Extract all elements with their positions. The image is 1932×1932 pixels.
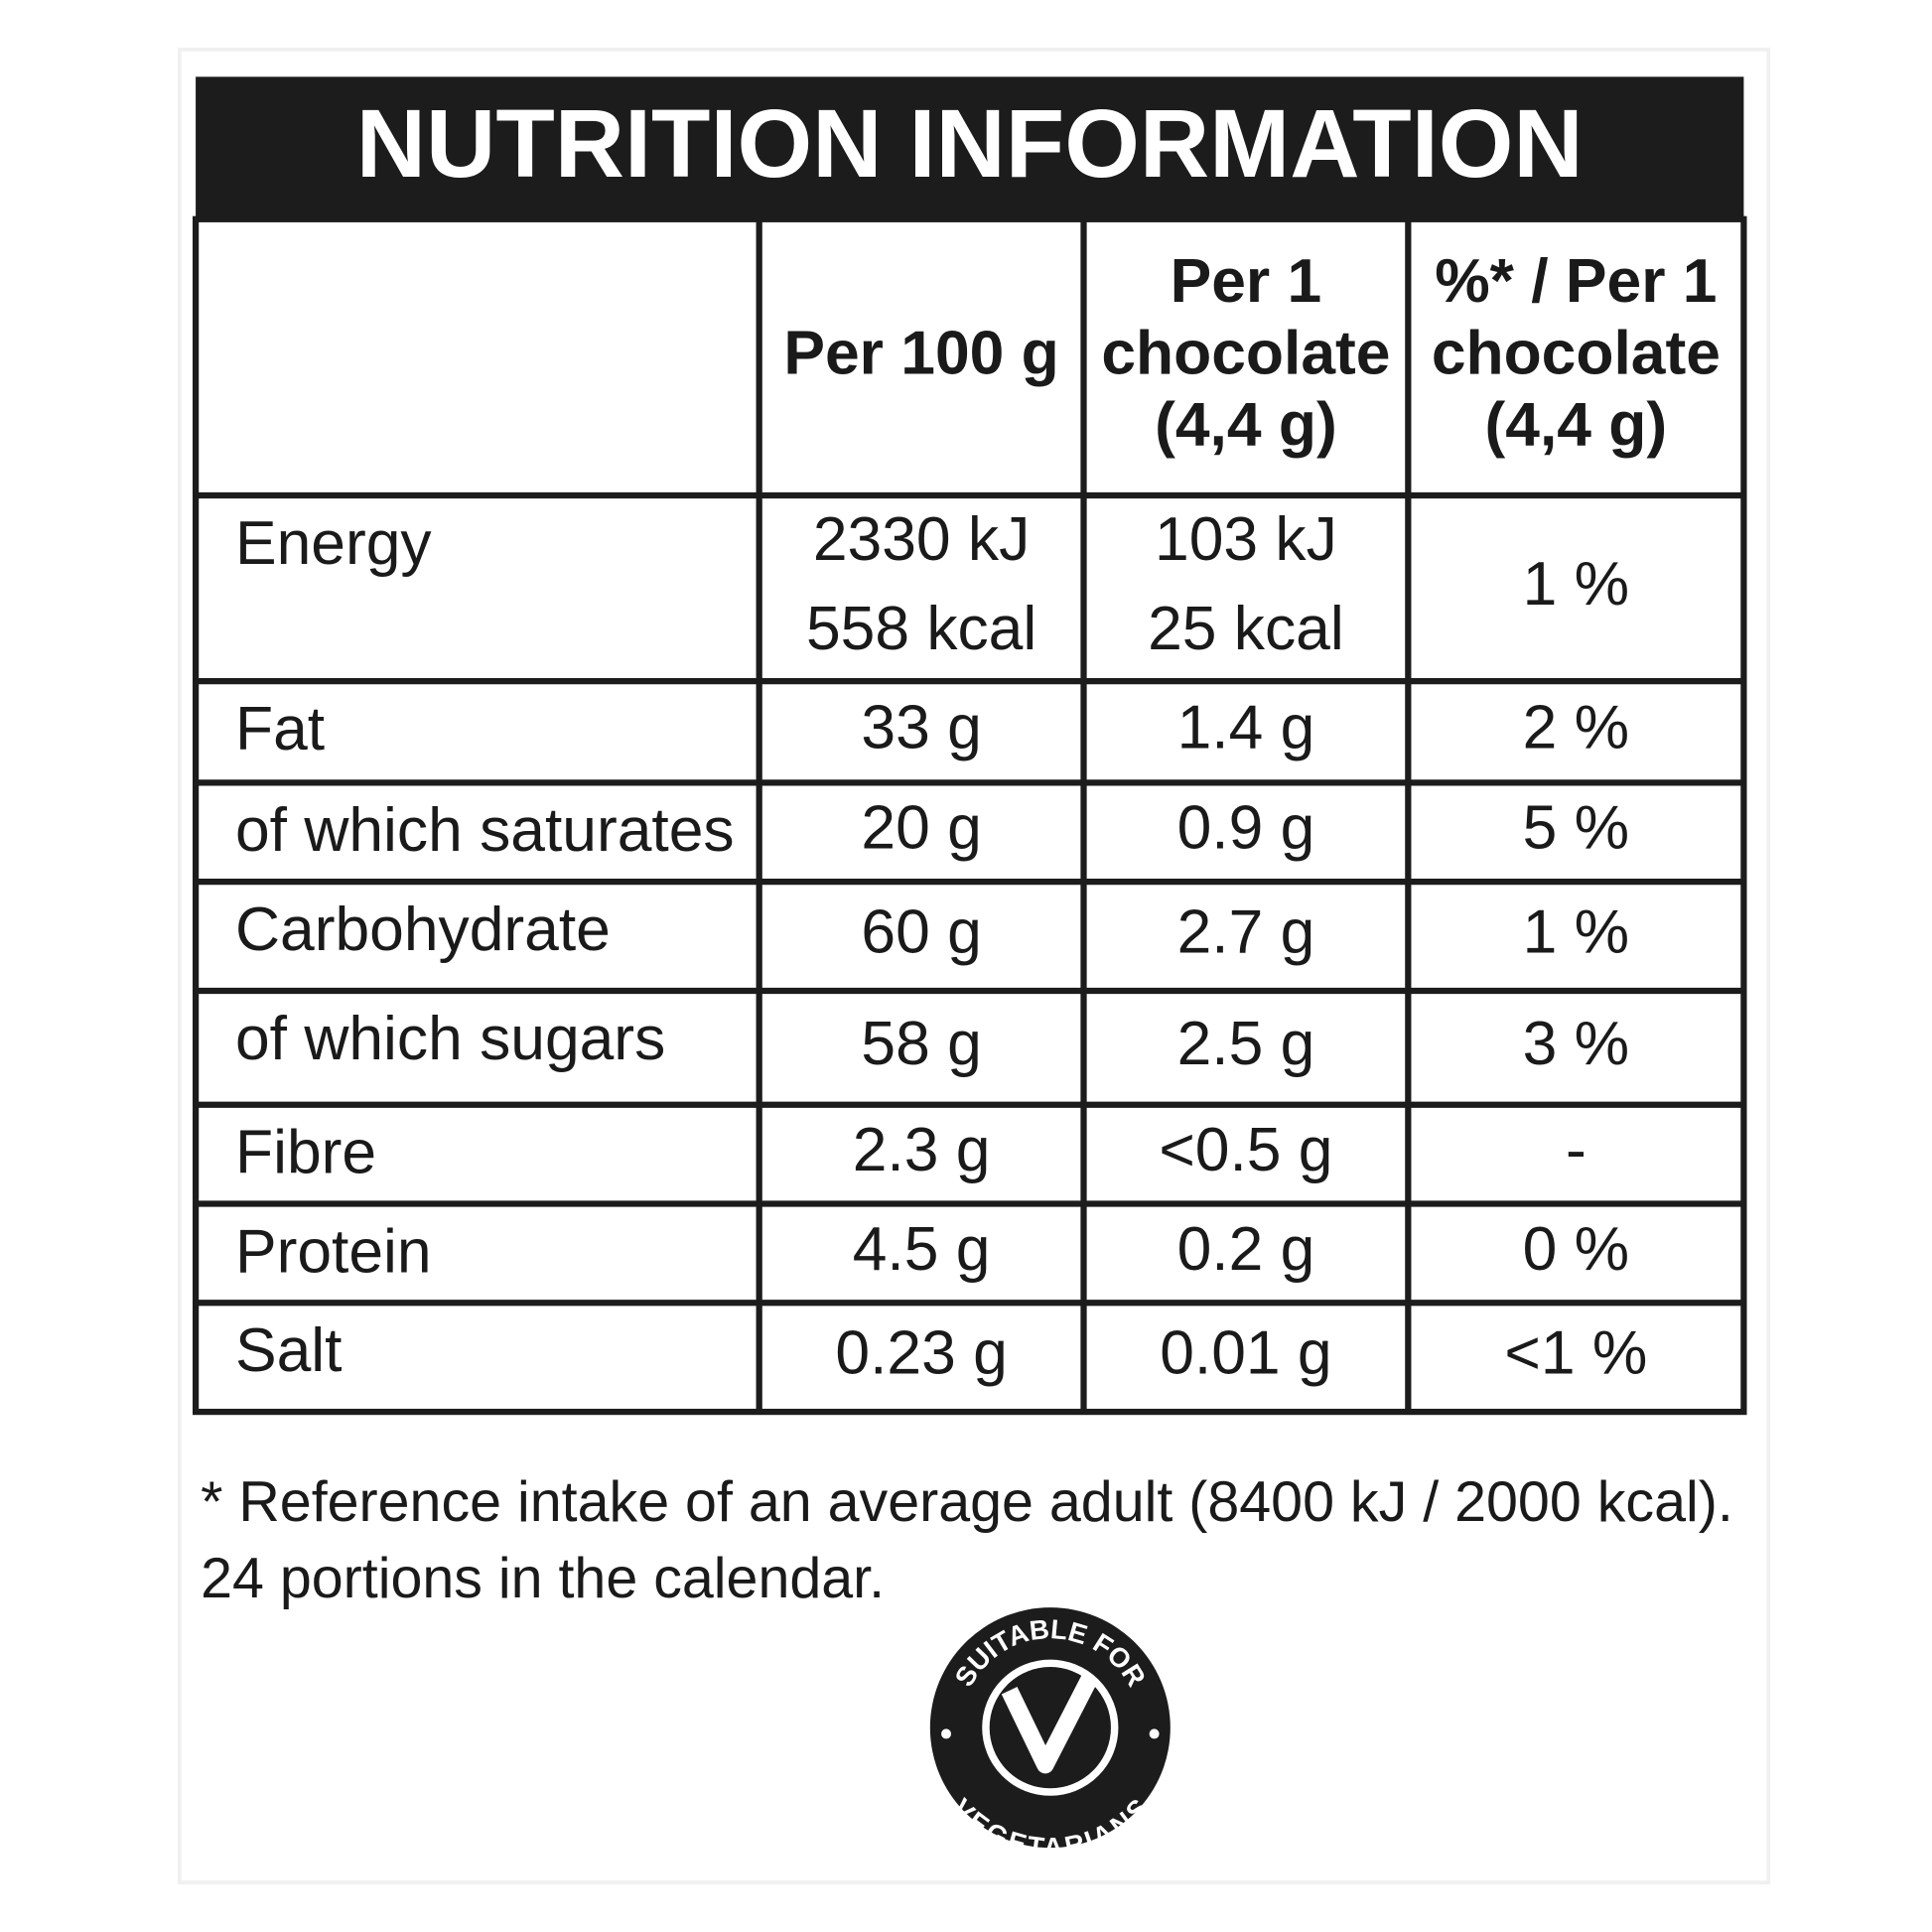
badge-v (1001, 1674, 1098, 1774)
header-cell: chocolate (1432, 319, 1721, 387)
nutrient-label: Protein (235, 1217, 432, 1286)
nutrient-label: of which sugars (235, 1005, 665, 1073)
header-cell: %* / Per 1 (1435, 247, 1717, 316)
header-cell: Per 1 (1171, 247, 1322, 316)
value-cell: 0.2 g (1177, 1215, 1315, 1284)
value-cell: 0.01 g (1160, 1319, 1331, 1388)
value-cell: 3 % (1523, 1010, 1629, 1078)
nutrient-label: Carbohydrate (235, 896, 611, 964)
value-cell: 5 % (1523, 794, 1629, 863)
value-cell: 2.5 g (1177, 1010, 1315, 1078)
value-cell: 1.4 g (1177, 694, 1315, 762)
nutrient-label: Fat (235, 695, 325, 763)
nutrient-label: Fibre (235, 1119, 376, 1187)
value-cell: 4.5 g (853, 1215, 991, 1284)
nutrient-label: Energy (235, 509, 432, 578)
value-cell: 33 g (861, 694, 981, 762)
header-cell: chocolate (1101, 319, 1390, 387)
value-cell: 1 % (1523, 898, 1629, 967)
value-cell: 2 % (1523, 694, 1629, 762)
value-cell: 20 g (861, 794, 981, 863)
value-cell: 58 g (861, 1010, 981, 1078)
value-cell: 0.23 g (835, 1319, 1007, 1388)
header-cell: Per 100 g (783, 319, 1058, 387)
header-cell: (4,4 g) (1155, 391, 1337, 460)
footnote-line: 24 portions in the calendar. (201, 1547, 885, 1610)
value-cell: <1 % (1504, 1319, 1647, 1388)
nutrient-label: Salt (235, 1316, 342, 1385)
value-cell: 0 % (1523, 1215, 1629, 1284)
value-cell: 1 % (1523, 550, 1629, 619)
value-cell: 2.7 g (1177, 898, 1315, 967)
value-cell: - (1566, 1116, 1587, 1184)
title: NUTRITION INFORMATION (356, 89, 1584, 198)
badge-disc (929, 1607, 1171, 1849)
table-border (192, 215, 1747, 1416)
footnote-line: * Reference intake of an average adult (… (201, 1470, 1733, 1534)
value-cell: 0.9 g (1177, 794, 1315, 863)
header-cell: (4,4 g) (1485, 391, 1668, 460)
value-cell: 60 g (861, 898, 981, 967)
value-cell: <0.5 g (1159, 1116, 1332, 1184)
value-cell: 2.3 g (853, 1116, 991, 1184)
value-cell: 103 kJ (1155, 505, 1337, 574)
title-band (196, 76, 1744, 219)
badge-dot (941, 1728, 952, 1739)
nutrient-label: of which saturates (235, 796, 735, 865)
value-cell: 25 kcal (1148, 595, 1344, 663)
card (178, 48, 1771, 1884)
value-cell: 2330 kJ (813, 505, 1030, 574)
badge-dot (1149, 1728, 1160, 1739)
badge-ring (982, 1659, 1119, 1796)
value-cell: 558 kcal (806, 595, 1036, 663)
